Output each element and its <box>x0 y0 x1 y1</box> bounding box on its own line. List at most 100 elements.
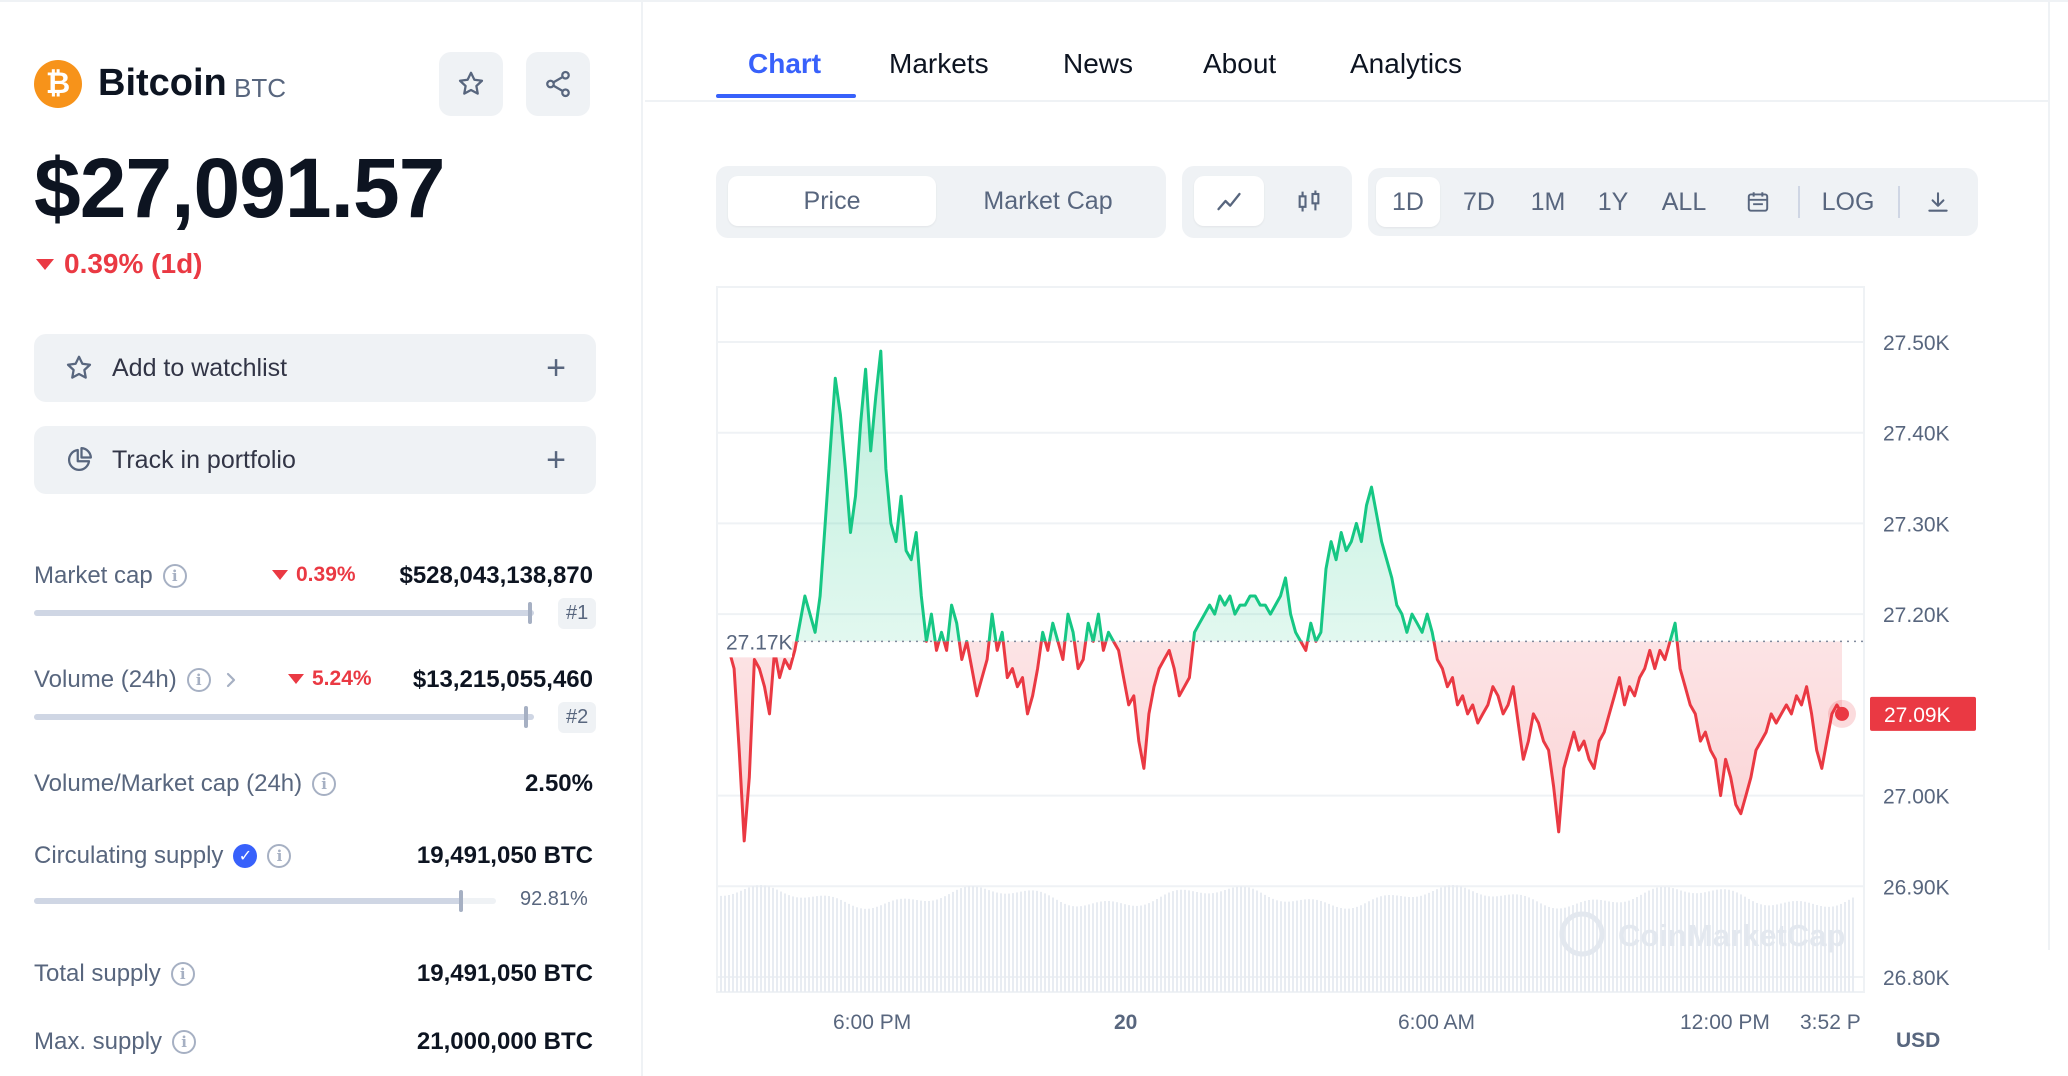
volume-bar <box>1296 900 1298 992</box>
info-icon[interactable]: i <box>162 564 187 588</box>
volume-bar <box>1828 906 1830 992</box>
volume-bar <box>960 888 962 992</box>
volume-bar <box>1076 906 1078 992</box>
info-icon[interactable]: i <box>186 668 211 692</box>
volume-bar <box>1432 891 1434 992</box>
circulating-supply-bar <box>34 890 496 912</box>
line-chart-button[interactable] <box>1194 176 1264 226</box>
volume-bar <box>1492 896 1494 992</box>
volume-bar <box>780 891 782 992</box>
volume-bar <box>1260 892 1262 992</box>
tab-news[interactable]: News <box>1063 48 1134 79</box>
volume-bar <box>1096 902 1098 992</box>
volume-bar <box>1244 886 1246 992</box>
volume-bar <box>1084 905 1086 992</box>
volume-bar <box>1692 893 1694 992</box>
volume-bar <box>1852 897 1854 992</box>
volume-bar <box>1168 892 1170 992</box>
volume-bar <box>1408 896 1410 992</box>
tab-markets[interactable]: Markets <box>889 48 989 79</box>
add-to-watchlist-button[interactable]: Add to watchlist + <box>34 334 596 402</box>
reference-price-label: 27.17K <box>726 631 793 654</box>
volume-bar <box>1348 908 1350 992</box>
volume-bar <box>1760 904 1762 992</box>
volume-bar <box>868 908 870 992</box>
info-icon[interactable]: i <box>170 962 195 986</box>
price-line-down <box>724 641 1844 843</box>
max-supply-label: Max. supply i <box>34 1028 197 1056</box>
volume-bar <box>888 901 890 992</box>
volume-bar <box>1520 894 1522 992</box>
market-cap-toggle[interactable]: Market Cap <box>983 186 1113 215</box>
volume-bar <box>1004 893 1006 992</box>
volume-bar <box>1788 901 1790 992</box>
circulating-supply-label: Circulating supply ✓ i <box>34 842 292 870</box>
star-button[interactable] <box>439 52 503 116</box>
volume-bar <box>860 908 862 992</box>
range-1d-button[interactable]: 1D <box>1376 177 1440 227</box>
chevron-right-icon[interactable] <box>221 668 241 692</box>
log-scale-button[interactable]: LOG <box>1821 187 1875 216</box>
active-tab-indicator <box>716 94 856 98</box>
tab-about[interactable]: About <box>1203 48 1277 79</box>
volume-bar <box>1224 890 1226 992</box>
volume-bar <box>1664 886 1666 992</box>
range-1m-button[interactable]: 1M <box>1530 187 1566 216</box>
volume-bar <box>1264 894 1266 992</box>
volume-bar <box>1580 902 1582 992</box>
volume-bar <box>1488 896 1490 992</box>
tab-analytics[interactable]: Analytics <box>1350 48 1463 79</box>
volume-bar <box>1344 908 1346 992</box>
volume-bar <box>1148 903 1150 992</box>
volume-bar <box>980 887 982 992</box>
market-cap-bar-fill <box>34 610 534 616</box>
scrollbar-track[interactable] <box>2048 0 2068 950</box>
volume-bar <box>1424 894 1426 992</box>
volume-bar <box>1056 899 1058 992</box>
volume-bar <box>1572 905 1574 992</box>
volume-bar <box>1712 890 1714 992</box>
info-icon[interactable]: i <box>312 772 337 796</box>
volume-bar <box>1800 901 1802 992</box>
reference-label-bg <box>720 625 792 658</box>
volume-bar <box>1108 901 1110 992</box>
price-toggle[interactable]: Price <box>728 176 936 226</box>
volume-bar <box>892 900 894 992</box>
volume-bar <box>992 891 994 992</box>
market-cap-value: $528,043,138,870 <box>399 562 593 589</box>
market-cap-label: Market cap i <box>34 562 187 590</box>
volume-bar <box>744 889 746 992</box>
volume-bar <box>1500 895 1502 992</box>
calendar-button[interactable] <box>1730 177 1786 227</box>
range-1y-button[interactable]: 1Y <box>1597 187 1629 216</box>
volume-bar <box>1796 900 1798 992</box>
info-icon[interactable]: i <box>267 844 292 868</box>
range-7d-button[interactable]: 7D <box>1463 187 1495 216</box>
volume-bar <box>1068 905 1070 992</box>
volume-bar <box>1180 889 1182 992</box>
volume-bar <box>1320 900 1322 992</box>
info-icon[interactable]: i <box>172 1030 197 1054</box>
volume-bar <box>904 898 906 992</box>
volume-bar <box>1776 904 1778 992</box>
share-button[interactable] <box>526 52 590 116</box>
volume-bar <box>1112 901 1114 992</box>
tab-chart[interactable]: Chart <box>748 48 822 79</box>
volume-bar <box>740 890 742 992</box>
track-in-portfolio-button[interactable]: Track in portfolio + <box>34 426 596 494</box>
volume-bar <box>1268 897 1270 992</box>
volume-bar <box>1368 901 1370 992</box>
volume-bar <box>752 886 754 992</box>
download-button[interactable] <box>1910 177 1966 227</box>
range-all-button[interactable]: ALL <box>1661 187 1707 216</box>
volume-bar <box>1120 903 1122 992</box>
down-triangle-icon <box>288 674 304 684</box>
volume-bar <box>756 885 758 992</box>
volume-label: Volume (24h) i <box>34 666 241 694</box>
candlestick-button[interactable] <box>1274 176 1344 226</box>
current-price-dot <box>1835 706 1849 721</box>
volume-bar <box>1724 889 1726 992</box>
volume-bar <box>1048 895 1050 992</box>
volume-bar <box>864 908 866 992</box>
